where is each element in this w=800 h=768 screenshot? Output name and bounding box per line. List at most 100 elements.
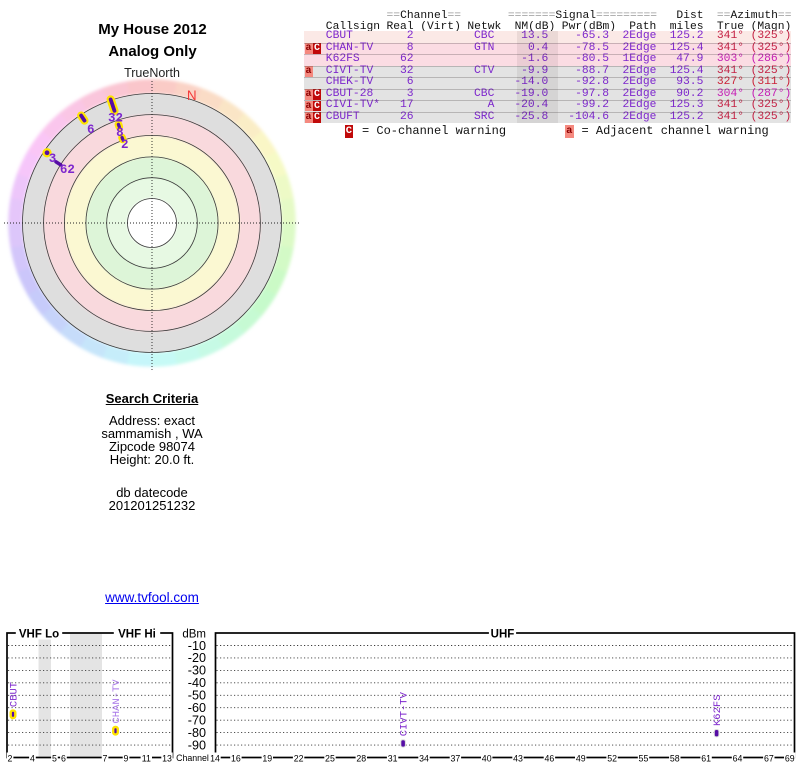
radar-sector-ring — [8, 79, 296, 367]
cell-network: GTN — [474, 41, 495, 54]
cell-azimuth-true: 341° — [716, 99, 745, 111]
radar-marker-label-ch6: 6 — [87, 123, 95, 137]
channel-axis-title: Channel — [176, 753, 209, 763]
svg-text:40: 40 — [482, 753, 492, 763]
tvfool-link[interactable]: www.tvfool.com — [105, 590, 199, 605]
cell-real-channel: 26 — [399, 110, 414, 123]
svg-text:16: 16 — [231, 753, 241, 763]
svg-text:-80: -80 — [188, 726, 206, 740]
cell-pwr-dbm: -92.8 — [575, 76, 609, 88]
table-row-separator — [303, 111, 791, 113]
svg-text:31: 31 — [388, 753, 398, 763]
cell-callsign: K62FS — [325, 53, 360, 65]
svg-text:19: 19 — [262, 753, 272, 763]
table-header-nm: NM(dB) — [514, 21, 556, 33]
svg-text:2: 2 — [8, 753, 13, 763]
svg-text:-40: -40 — [188, 676, 206, 690]
cell-path: 2Edge — [622, 41, 657, 54]
svg-text:-70: -70 — [188, 714, 206, 728]
vhf-lo-label-bg — [15, 626, 63, 640]
svg-text:28: 28 — [356, 753, 366, 763]
svg-text:7: 7 — [103, 753, 108, 763]
cell-callsign: CBUFT — [325, 110, 360, 123]
table-row-separator — [303, 77, 791, 78]
spectrum-marker-CBUT[interactable] — [9, 709, 17, 720]
co-channel-warning-badge: C — [313, 112, 321, 123]
radar-marker-ch6[interactable] — [77, 111, 89, 125]
radar-marker-label-ch62: 62 — [60, 163, 75, 177]
db-datecode-line: 201201251232 — [108, 497, 196, 513]
table-row-CIVT-TV[interactable]: a CIVT-TV 32 CTV -9.9 -88.7 2Edge 125.4 341° (325… — [303, 64, 791, 77]
table-row-K62FS[interactable]: K62FS 62 -1.6 -80.5 1Edge 47.9 303° (286°) — [303, 53, 792, 66]
db-datecode-block: db datecode 201201251232 — [40, 486, 264, 513]
spectrum-marker-K62FS[interactable] — [713, 729, 720, 738]
svg-text:-50: -50 — [188, 689, 206, 703]
cell-miles: 93.5 — [676, 76, 704, 88]
radar-marker-ch62[interactable] — [54, 159, 63, 167]
table-row-CBUT[interactable]: CBUT 2 CBC 13.5 -65.3 2Edge 125.2 341° (325°) — [303, 30, 791, 43]
legend-co-channel-badge: C — [344, 125, 354, 138]
radar-marker-ch32[interactable] — [106, 95, 119, 115]
spectrum-marker-CIVT-TV[interactable] — [400, 739, 406, 748]
table-row-CBUFT[interactable]: a C CBUFT 26 SRC -25.8 -104.6 2Edge 125.2 341° (32… — [303, 110, 791, 123]
svg-text:14: 14 — [210, 753, 220, 763]
table-row-CHAN-TV[interactable]: a C CHAN-TV 8 GTN 0.4 -78.5 2Edge 125.4 341° (325°… — [303, 41, 791, 54]
cell-azimuth-true: 341° — [716, 64, 745, 77]
cell-path: 2Edge — [622, 99, 657, 111]
cell-miles: 90.2 — [676, 87, 704, 100]
search-criteria-block: Search Criteria Address: exact sammamish … — [40, 391, 264, 467]
co-channel-warning-badge: C — [313, 43, 321, 54]
svg-text:-20: -20 — [188, 651, 206, 665]
co-channel-warning-badge: C — [313, 89, 321, 100]
svg-text:-10: -10 — [188, 639, 206, 653]
cell-azimuth-magnetic: (311°) — [750, 76, 792, 88]
table-header-pwr: Pwr(dBm) — [561, 21, 617, 33]
table-header-dist-group: Dist — [676, 9, 704, 22]
table-row-separator — [303, 42, 791, 44]
table-row-separator — [303, 65, 791, 67]
table-row-separator — [303, 100, 791, 101]
cell-path: 1Edge — [622, 53, 657, 65]
cell-network: CBC — [474, 30, 495, 42]
svg-text:58: 58 — [670, 753, 680, 763]
table-row-CHEK-TV[interactable]: CHEK-TV 6 -14.0 -92.8 2Edge 93.5 327° (311°) — [303, 76, 792, 89]
radar-marker-ch3[interactable] — [42, 148, 52, 158]
cell-azimuth-magnetic: (286°) — [750, 53, 792, 65]
cell-callsign: CIVT-TV — [325, 64, 374, 77]
table-row-CIVI-TV*[interactable]: a C CIVI-TV* 17 A -20.4 -99.2 2Edge 125.3 341° (32… — [303, 99, 791, 112]
svg-text:49: 49 — [576, 753, 586, 763]
radar-marker-ch8[interactable] — [114, 120, 124, 131]
spectrum-marker-CHAN-TV[interactable] — [111, 725, 119, 736]
uhf-label-bg — [488, 626, 517, 640]
cell-callsign: CHAN-TV — [325, 41, 374, 54]
cell-azimuth-true: 303° — [716, 53, 745, 65]
svg-text:46: 46 — [545, 753, 555, 763]
cell-azimuth-true: 341° — [716, 41, 745, 54]
cell-nm-db: 0.4 — [527, 41, 549, 54]
svg-text:6: 6 — [61, 753, 66, 763]
vhf-lo-label: VHF Lo — [19, 629, 59, 641]
table-row-CBUT-28[interactable]: a C CBUT-28 3 CBC -19.0 -97.8 2Edge 90.2 304° (287… — [303, 87, 791, 100]
cell-path: 2Edge — [622, 76, 657, 88]
dbm-axis-title: dBm — [182, 629, 206, 641]
cell-callsign: CBUT-28 — [325, 87, 374, 100]
table-header-callsign: Callsign — [325, 21, 381, 33]
radar-marker-ch2[interactable] — [118, 133, 127, 144]
table-header-miles: miles — [669, 21, 704, 33]
adjacent-warning-badge: a — [304, 43, 313, 54]
cell-pwr-dbm: -88.7 — [575, 64, 609, 77]
adjacent-warning-badge: a — [304, 100, 313, 112]
cell-real-channel: 2 — [406, 30, 414, 42]
uhf-label: UHF — [491, 629, 515, 641]
cell-pwr-dbm: -78.5 — [575, 41, 609, 54]
cell-network: CTV — [474, 64, 495, 77]
svg-text:4: 4 — [30, 753, 35, 763]
cell-miles: 125.3 — [669, 99, 704, 111]
cell-real-channel: 17 — [399, 99, 414, 111]
cell-azimuth-true: 304° — [716, 87, 745, 100]
svg-text:-30: -30 — [188, 664, 206, 678]
cell-callsign: CBUT — [325, 30, 353, 42]
svg-text:34: 34 — [419, 753, 429, 763]
cell-pwr-dbm: -99.2 — [575, 99, 609, 111]
cell-miles: 125.2 — [669, 110, 704, 123]
